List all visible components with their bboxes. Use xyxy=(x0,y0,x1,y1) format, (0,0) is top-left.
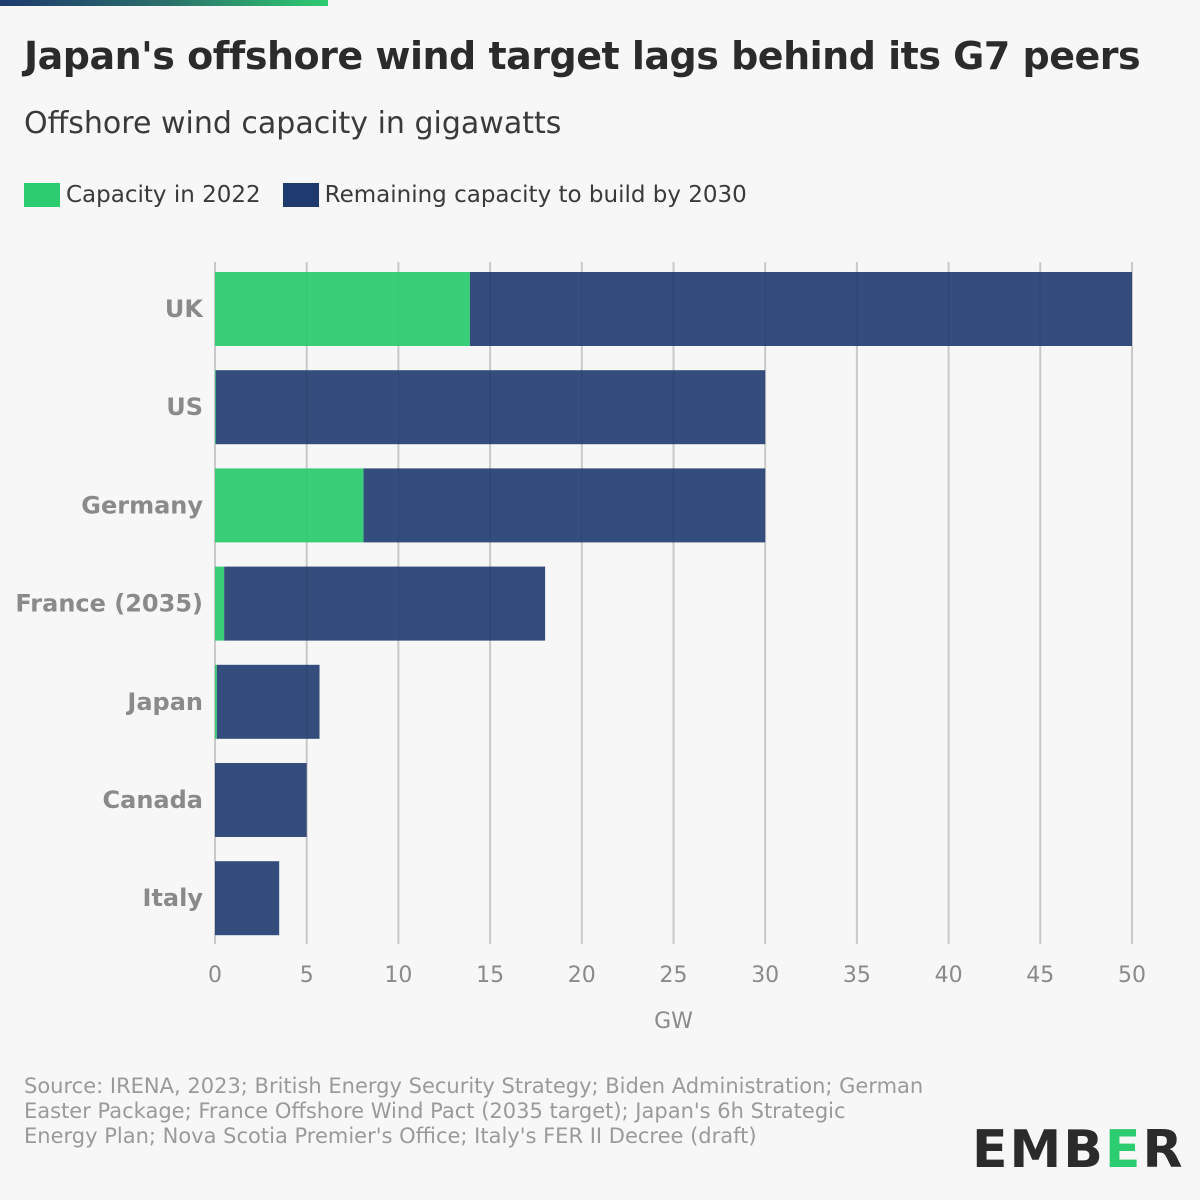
category-label-france-2035-: France (2035) xyxy=(15,590,203,618)
chart-subtitle: Offshore wind capacity in gigawatts xyxy=(24,106,562,141)
category-label-germany: Germany xyxy=(81,491,203,519)
legend-swatch-2022 xyxy=(24,183,60,207)
bar-uk-series-0 xyxy=(215,272,470,346)
bar-france-2035--series-1 xyxy=(224,566,546,641)
x-tick-label-0: 0 xyxy=(208,963,222,988)
chart-title: Japan's offshore wind target lags behind… xyxy=(24,34,1141,78)
ember-logo: EMBER xyxy=(972,1120,1185,1180)
x-tick-label-30: 30 xyxy=(751,963,779,988)
source-note: Source: IRENA, 2023; British Energy Secu… xyxy=(24,1074,924,1148)
bar-germany-series-0 xyxy=(215,468,364,543)
x-tick-label-5: 5 xyxy=(300,963,314,988)
x-tick-label-50: 50 xyxy=(1118,963,1146,988)
legend: Capacity in 2022 Remaining capacity to b… xyxy=(24,182,769,208)
bar-us-series-0 xyxy=(215,370,216,445)
category-label-italy: Italy xyxy=(143,884,204,912)
top-accent-bar xyxy=(0,0,328,6)
legend-item-remaining: Remaining capacity to build by 2030 xyxy=(282,182,747,208)
category-label-japan: Japan xyxy=(125,688,203,716)
x-tick-label-20: 20 xyxy=(568,963,596,988)
bar-us-series-1 xyxy=(215,370,766,445)
x-tick-label-35: 35 xyxy=(843,963,871,988)
legend-item-2022: Capacity in 2022 xyxy=(24,182,261,208)
x-tick-label-15: 15 xyxy=(476,963,504,988)
x-tick-label-40: 40 xyxy=(935,963,963,988)
legend-label-2022: Capacity in 2022 xyxy=(66,182,261,208)
legend-label-remaining: Remaining capacity to build by 2030 xyxy=(324,182,747,208)
x-tick-label-10: 10 xyxy=(384,963,412,988)
category-label-canada: Canada xyxy=(103,786,203,814)
bar-chart: UK US Germany France (2035) Japan Canada Italy… xyxy=(15,262,1146,1034)
category-label-us: US xyxy=(166,393,203,421)
x-tick-label-45: 45 xyxy=(1026,963,1054,988)
bar-italy-series-1 xyxy=(215,861,280,936)
bar-france-2035--series-0 xyxy=(215,566,225,641)
bar-japan-series-1 xyxy=(216,664,320,739)
x-tick-label-25: 25 xyxy=(660,963,688,988)
bar-canada-series-1 xyxy=(215,763,307,837)
bar-uk-series-1 xyxy=(469,272,1132,346)
x-axis-label: GW xyxy=(654,1009,693,1034)
category-label-uk: UK xyxy=(165,295,204,323)
legend-swatch-remaining xyxy=(282,183,319,207)
bar-germany-series-1 xyxy=(363,468,766,543)
bar-japan-series-0 xyxy=(215,664,217,739)
